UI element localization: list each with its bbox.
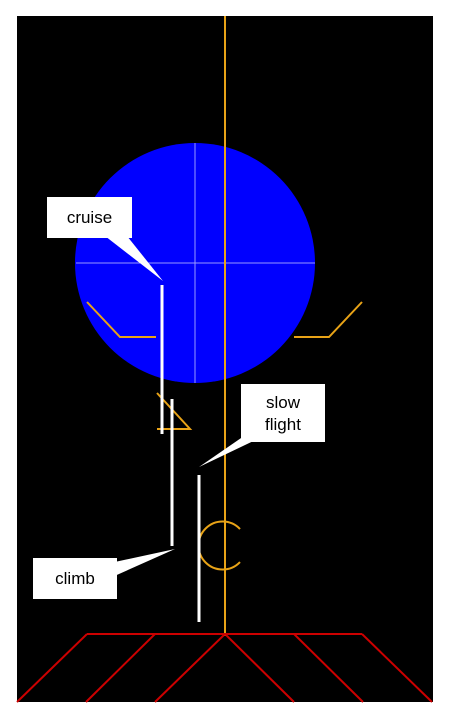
callout-climb-pointer: [110, 549, 175, 578]
ground-grid-line-6: [361, 633, 433, 703]
callout-cruise-label: cruise: [67, 208, 112, 227]
ground-grid: [16, 633, 433, 703]
ground-grid-line-2: [85, 633, 156, 703]
callout-climb: climb: [33, 549, 175, 599]
callout-slow-flight-label-line1: slow: [266, 393, 301, 412]
callout-climb-box: [33, 558, 117, 599]
callout-cruise-pointer: [105, 236, 163, 281]
callout-climb-label: climb: [55, 569, 95, 588]
ground-grid-line-4: [224, 633, 295, 703]
right-wing-bracket: [294, 301, 363, 338]
callout-cruise: cruise: [47, 197, 163, 281]
callout-slow-flight-pointer: [199, 436, 264, 467]
triangle-marker: [156, 392, 193, 430]
ground-grid-line-5: [293, 633, 364, 703]
callout-slow-flight-box: [241, 384, 325, 442]
ground-grid-line-1: [16, 633, 88, 703]
ground-grid-line-3: [154, 633, 226, 703]
callout-cruise-box: [47, 197, 132, 238]
callout-slow-flight: slow flight: [199, 384, 325, 467]
left-wing-bracket: [86, 301, 156, 338]
callout-slow-flight-label-line2: flight: [265, 415, 301, 434]
